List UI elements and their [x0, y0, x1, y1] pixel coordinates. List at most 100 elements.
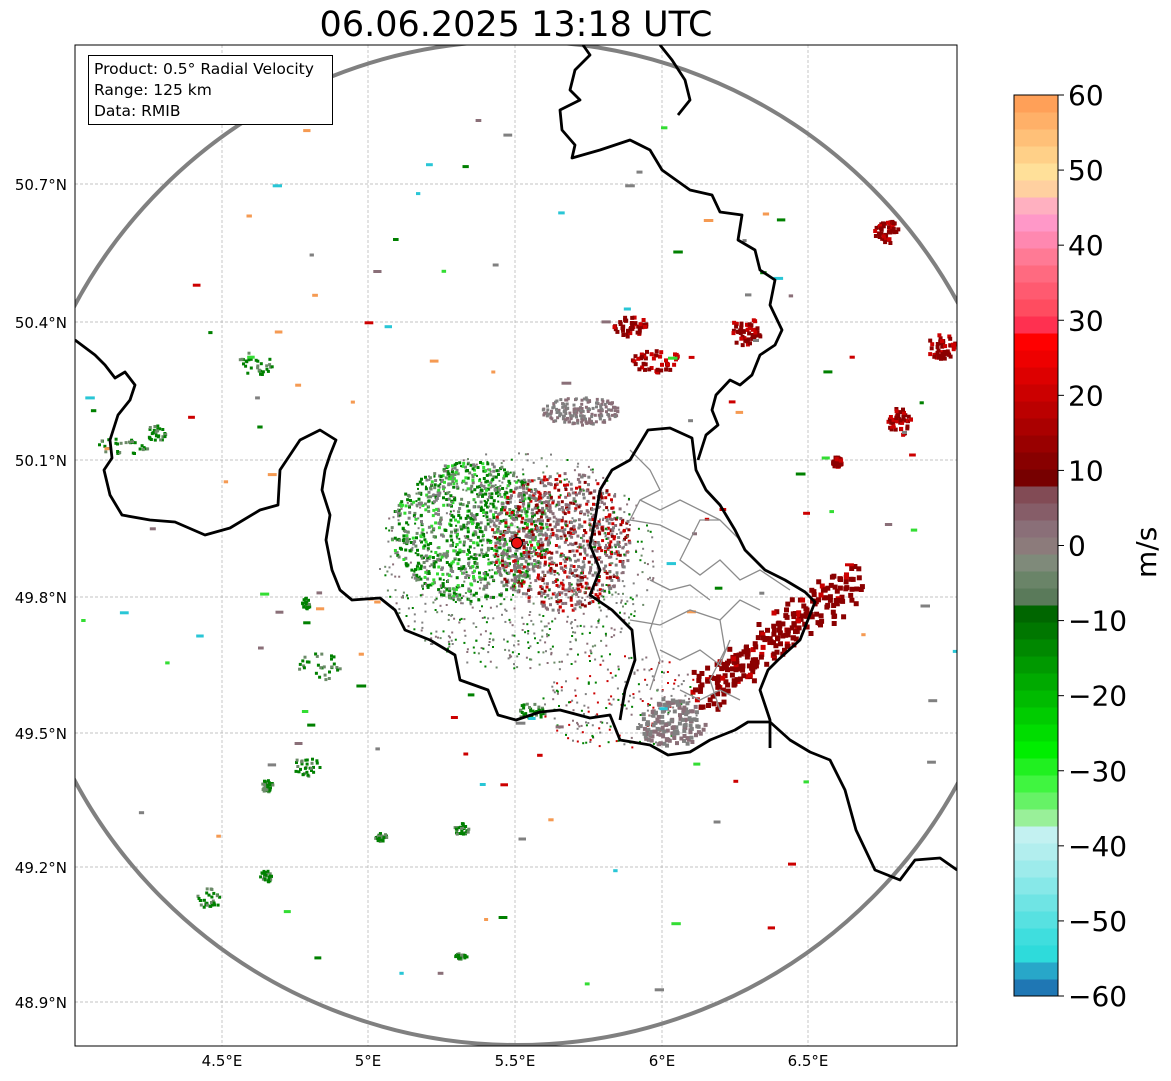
- echo-pixel: [596, 541, 600, 544]
- echo-pixel: [752, 641, 758, 647]
- echo-pixel: [739, 325, 744, 330]
- echo-pixel: [426, 577, 430, 581]
- echo-pixel: [747, 322, 752, 327]
- echo-pixel: [535, 710, 539, 713]
- echo-pixel: [449, 513, 452, 516]
- echo-pixel: [568, 480, 570, 483]
- echo-pixel: [659, 368, 664, 373]
- echo-pixel: [486, 505, 489, 509]
- echo-pixel: [261, 871, 264, 875]
- echo-pixel: [478, 554, 481, 557]
- echo-pixel: [623, 553, 626, 556]
- echo-pixel: [632, 359, 637, 364]
- echo-pixel: [411, 546, 414, 549]
- echo-pixel: [458, 593, 462, 597]
- echo-pixel: [461, 826, 465, 829]
- echo-pixel: [528, 717, 536, 720]
- echo-pixel: [559, 566, 563, 570]
- echo-pixel: [561, 583, 565, 587]
- colorbar-segment: [1014, 911, 1058, 929]
- echo-pixel: [689, 686, 692, 688]
- echo-pixel: [583, 713, 585, 715]
- echo-pixel: [494, 552, 498, 556]
- echo-pixel: [482, 515, 485, 517]
- echo-pixel: [564, 556, 567, 559]
- echo-pixel: [437, 565, 441, 569]
- echo-pixel: [512, 593, 514, 596]
- echo-pixel: [476, 543, 480, 547]
- echo-pixel: [417, 497, 421, 501]
- echo-pixel: [578, 523, 582, 527]
- echo-pixel: [626, 535, 629, 538]
- echo-pixel: [510, 655, 513, 658]
- echo-pixel: [639, 352, 644, 357]
- echo-pixel: [389, 595, 392, 598]
- echo-pixel: [492, 548, 496, 552]
- echo-pixel: [556, 593, 560, 597]
- echo-pixel: [569, 558, 572, 562]
- echo-pixel: [877, 235, 882, 239]
- range-ring: [75, 45, 957, 1046]
- echo-pixel: [259, 372, 262, 376]
- echo-pixel: [492, 554, 495, 557]
- echo-pixel: [559, 494, 562, 497]
- echo-pixel: [891, 221, 896, 226]
- radar-site-marker[interactable]: [511, 537, 523, 549]
- echo-pixel: [398, 608, 401, 611]
- echo-pixel: [531, 517, 534, 520]
- echo-pixel: [442, 593, 446, 597]
- echo-pixel: [263, 871, 267, 875]
- echo-pixel: [503, 468, 506, 472]
- echo-pixel: [310, 769, 313, 772]
- echo-pixel: [258, 646, 264, 650]
- echo-pixel: [585, 489, 589, 493]
- echo-pixel: [492, 516, 496, 520]
- echo-pixel: [565, 537, 568, 540]
- echo-pixel: [486, 462, 490, 466]
- echo-pixel: [429, 542, 433, 545]
- echo-pixel: [500, 580, 504, 584]
- echo-pixel: [590, 651, 593, 654]
- echo-pixel: [475, 626, 478, 628]
- echo-pixel: [623, 545, 625, 548]
- echo-pixel: [509, 488, 513, 492]
- echo-pixel: [432, 508, 436, 512]
- echo-pixel: [641, 717, 646, 722]
- echo-pixel: [602, 625, 605, 628]
- echo-pixel: [466, 651, 469, 653]
- echo-pixel: [558, 211, 565, 215]
- echo-pixel: [532, 513, 536, 517]
- echo-pixel: [487, 499, 490, 502]
- echo-pixel: [294, 769, 298, 773]
- echo-pixel: [480, 548, 484, 552]
- echo-pixel: [482, 466, 486, 469]
- echo-pixel: [611, 506, 615, 510]
- echo-pixel: [668, 356, 678, 360]
- echo-pixel: [501, 563, 505, 567]
- echo-pixel: [651, 356, 656, 361]
- echo-pixel: [481, 544, 484, 547]
- echo-pixel: [528, 498, 531, 501]
- echo-pixel: [936, 353, 941, 358]
- echo-pixel: [489, 632, 492, 635]
- echo-pixel: [467, 587, 471, 591]
- echo-pixel: [594, 658, 597, 661]
- echo-pixel: [583, 480, 587, 484]
- echo-pixel: [655, 741, 657, 744]
- echo-pixel: [394, 589, 397, 592]
- echo-pixel: [656, 714, 661, 719]
- echo-pixel: [455, 528, 459, 532]
- echo-pixel: [514, 534, 518, 537]
- echo-pixel: [542, 471, 545, 474]
- echo-pixel: [621, 519, 624, 523]
- echo-pixel: [451, 643, 454, 645]
- echo-pixel: [609, 725, 612, 728]
- echo-pixel: [878, 224, 882, 229]
- echo-pixel: [902, 418, 906, 423]
- echo-pixel: [554, 544, 558, 547]
- echo-pixel: [585, 398, 589, 402]
- echo-pixel: [517, 576, 521, 580]
- echo-pixel: [602, 567, 606, 571]
- echo-pixel: [884, 237, 889, 242]
- echo-pixel: [388, 529, 391, 532]
